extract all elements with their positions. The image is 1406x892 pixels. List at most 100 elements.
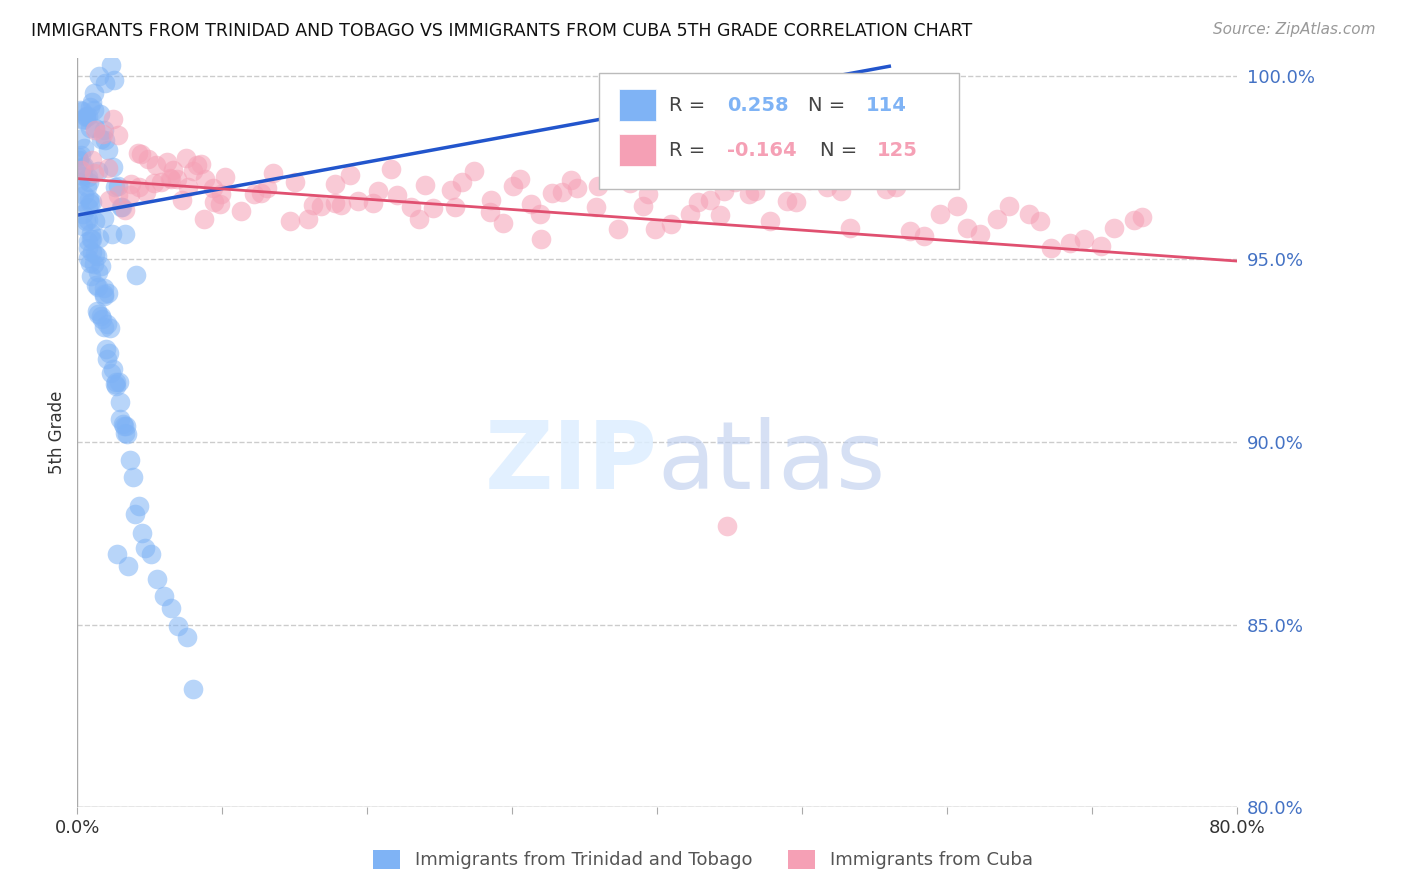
Point — [73, 159, 96, 173]
Point — [149, 175, 172, 189]
Point — [93, 320, 115, 334]
Point — [72, 160, 94, 174]
Point — [73, 141, 96, 155]
Point — [1102, 221, 1125, 235]
Point — [79, 195, 101, 210]
Point — [143, 177, 166, 191]
Point — [744, 184, 766, 198]
Point — [673, 161, 696, 176]
Point — [278, 213, 301, 227]
Point — [679, 207, 702, 221]
Point — [323, 177, 346, 191]
Point — [83, 123, 105, 137]
Point — [118, 188, 141, 202]
Point — [82, 153, 104, 167]
Point — [1090, 238, 1112, 252]
Point — [90, 132, 112, 146]
Text: R =: R = — [669, 95, 711, 115]
Legend: Immigrants from Trinidad and Tobago, Immigrants from Cuba: Immigrants from Trinidad and Tobago, Imm… — [364, 841, 1042, 879]
FancyBboxPatch shape — [599, 73, 959, 189]
Point — [186, 158, 208, 172]
Point — [585, 201, 607, 215]
Point — [709, 208, 731, 222]
Point — [1130, 211, 1153, 225]
Text: IMMIGRANTS FROM TRINIDAD AND TOBAGO VS IMMIGRANTS FROM CUBA 5TH GRADE CORRELATIO: IMMIGRANTS FROM TRINIDAD AND TOBAGO VS I… — [31, 22, 972, 40]
Point — [176, 151, 198, 165]
Point — [114, 426, 136, 441]
Point — [502, 179, 524, 194]
Point — [997, 199, 1019, 213]
Point — [644, 222, 666, 236]
Point — [128, 180, 150, 194]
Point — [519, 197, 541, 211]
Point — [70, 148, 93, 162]
Point — [97, 286, 120, 301]
Point — [209, 197, 232, 211]
Point — [181, 682, 204, 697]
Point — [112, 418, 135, 433]
Point — [761, 164, 783, 178]
Point — [91, 127, 114, 141]
Point — [93, 288, 115, 302]
Point — [297, 211, 319, 226]
Point — [86, 304, 108, 318]
Point — [115, 426, 138, 441]
Point — [93, 123, 115, 137]
Point — [77, 169, 100, 184]
Point — [401, 200, 423, 214]
Point — [114, 227, 136, 241]
Point — [76, 180, 98, 194]
Text: 0.258: 0.258 — [727, 95, 789, 115]
Point — [551, 185, 574, 199]
Point — [77, 175, 100, 189]
Point — [385, 187, 408, 202]
Point — [478, 205, 501, 219]
Point — [79, 192, 101, 206]
Point — [87, 265, 110, 279]
Text: ZIP: ZIP — [485, 417, 658, 508]
Point — [1039, 241, 1062, 255]
Point — [146, 572, 169, 586]
Point — [785, 194, 807, 209]
Point — [339, 168, 361, 182]
Point — [153, 589, 176, 603]
Point — [367, 184, 389, 198]
Point — [93, 211, 115, 225]
Point — [80, 232, 103, 246]
Point — [77, 109, 100, 123]
Point — [80, 232, 103, 246]
Point — [463, 163, 485, 178]
Point — [1123, 213, 1146, 227]
Point — [986, 211, 1008, 226]
Point — [451, 175, 474, 189]
Point — [67, 153, 90, 168]
Point — [347, 194, 370, 208]
Point — [93, 281, 115, 295]
Text: 125: 125 — [876, 141, 917, 160]
Point — [108, 412, 131, 426]
Point — [77, 200, 100, 214]
Point — [875, 182, 897, 196]
Point — [100, 58, 122, 72]
Point — [72, 207, 94, 221]
Point — [84, 247, 107, 261]
Point — [115, 418, 138, 433]
Point — [156, 155, 179, 169]
Text: N =: N = — [808, 95, 852, 115]
Point — [125, 268, 148, 282]
Point — [309, 199, 332, 213]
Point — [75, 214, 97, 228]
Point — [101, 112, 124, 127]
Point — [79, 121, 101, 136]
Point — [111, 200, 134, 214]
Point — [107, 375, 129, 389]
Point — [100, 366, 122, 380]
Point — [688, 194, 710, 209]
Point — [94, 76, 117, 90]
Point — [83, 214, 105, 228]
Point — [104, 376, 127, 390]
Point — [107, 188, 129, 202]
Point — [97, 193, 120, 207]
Point — [110, 200, 132, 214]
Point — [659, 218, 682, 232]
